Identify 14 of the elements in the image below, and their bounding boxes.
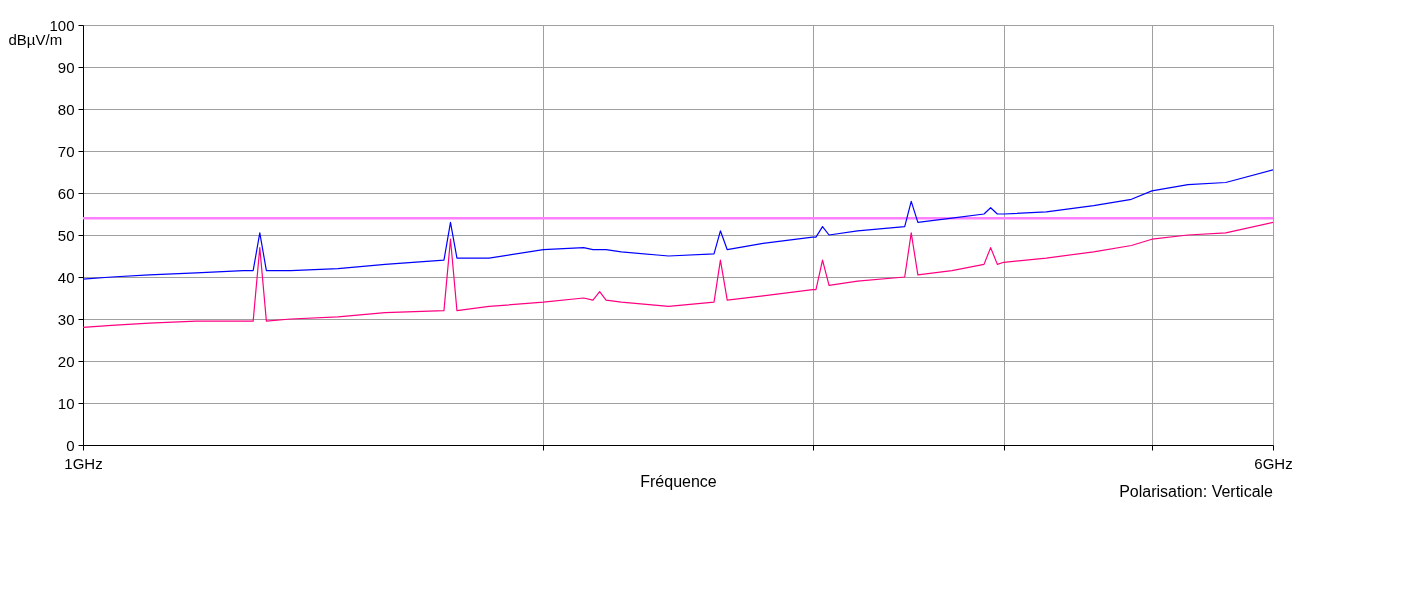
y-tick-label: 50 xyxy=(57,226,75,244)
y-tick-label: 80 xyxy=(57,100,75,118)
x-tick-label: 1GHz xyxy=(64,454,103,472)
text: Polarisation: Verticale xyxy=(1119,483,1274,500)
y-tick-label: 30 xyxy=(57,310,75,328)
y-tick-label: 90 xyxy=(57,58,75,76)
x-tick-label: 6GHz xyxy=(1254,454,1293,472)
y-tick-label: 10 xyxy=(57,394,75,412)
x-axis-title: Fréquence xyxy=(640,472,717,490)
y-tick-label: 20 xyxy=(57,352,75,370)
y-tick-label: 40 xyxy=(57,268,75,286)
y-tick-label: 60 xyxy=(57,184,75,202)
y-tick-label: 70 xyxy=(57,142,75,160)
y-tick-label: 0 xyxy=(66,436,75,454)
